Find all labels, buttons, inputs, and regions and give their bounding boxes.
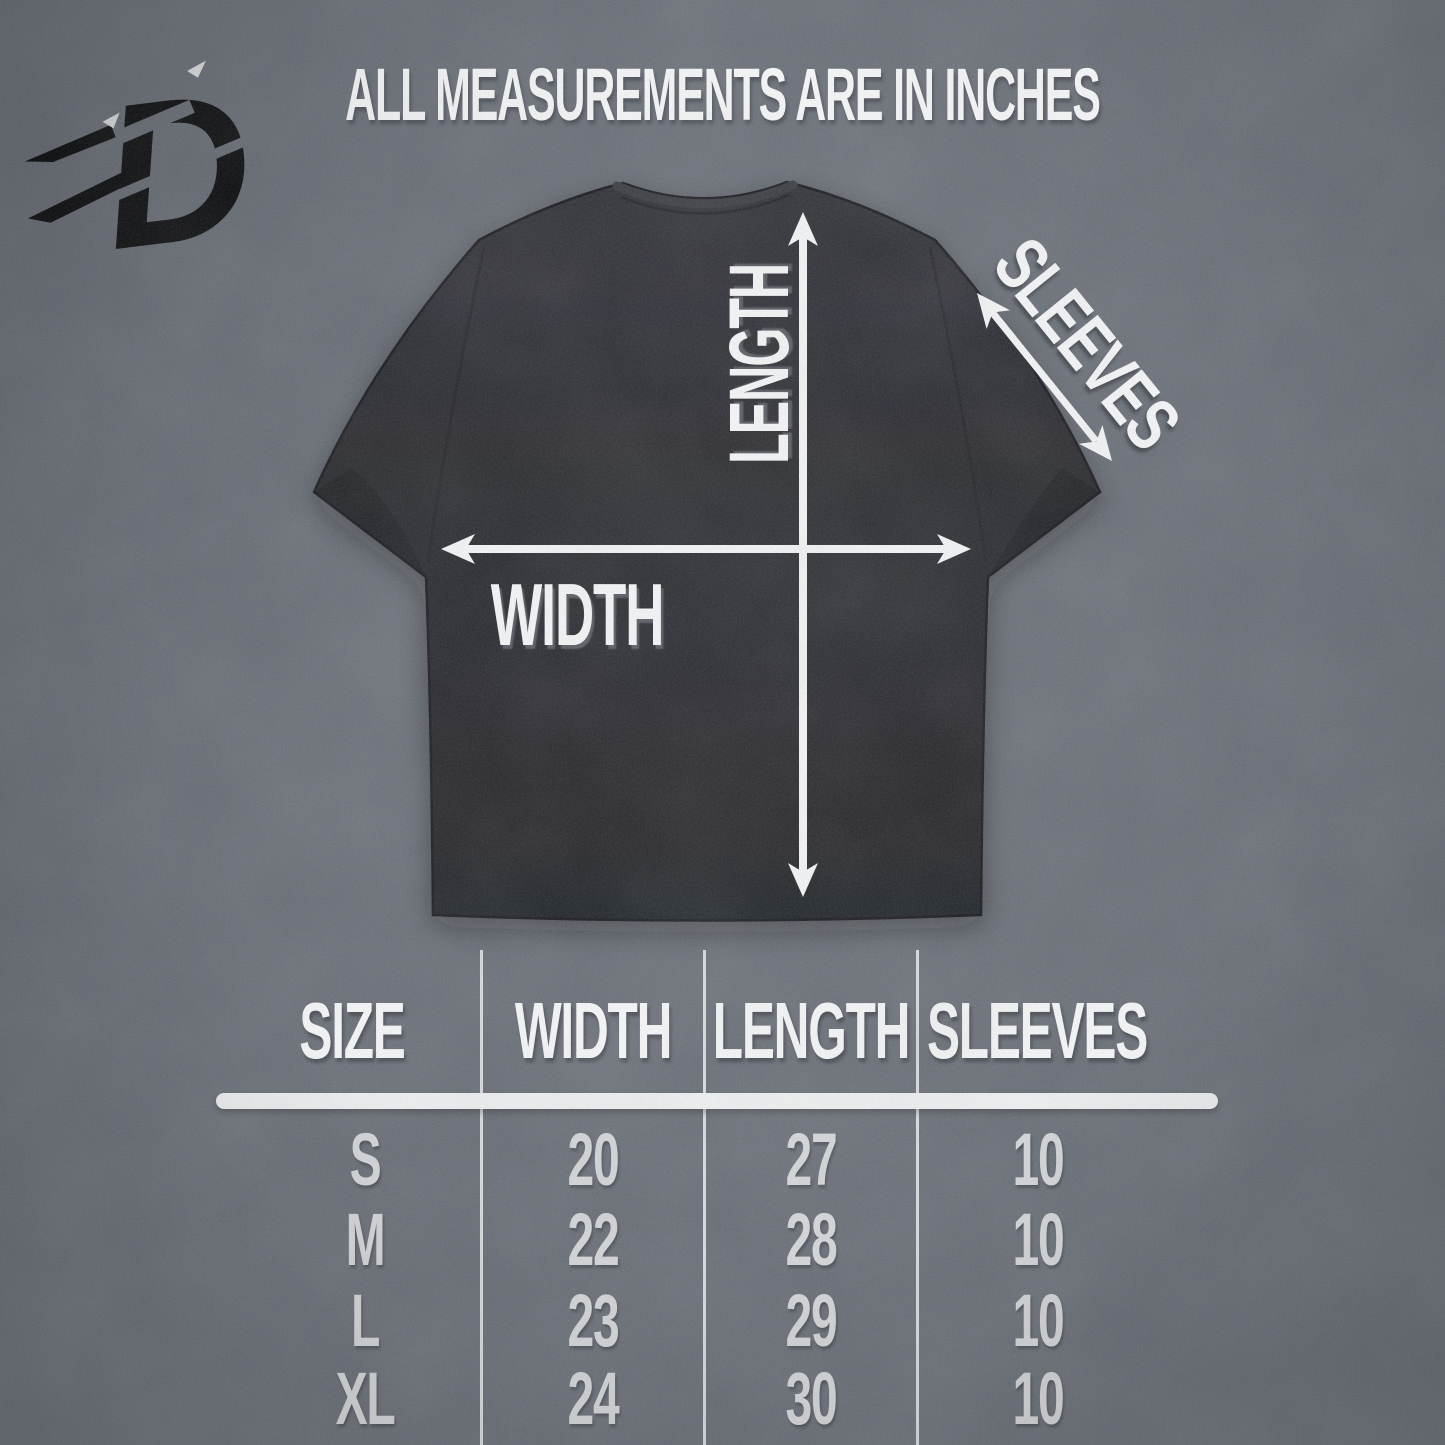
tshirt-left-sleeve-shade (314, 468, 426, 577)
row-xl-length: 30 (785, 1357, 838, 1440)
row-l-size: L (350, 1279, 380, 1362)
row-s-length: 27 (785, 1118, 838, 1201)
row-l-width: 23 (567, 1279, 620, 1362)
row-xl-size: XL (335, 1357, 396, 1440)
row-s-size: S (349, 1118, 382, 1201)
tshirt-right-seam (928, 246, 988, 563)
col-header-sleeves: SLEEVES (926, 986, 1148, 1075)
row-m-length: 28 (785, 1198, 838, 1281)
sleeves-label: SLEEVES (977, 222, 1196, 465)
row-s-width: 20 (567, 1118, 620, 1201)
tshirt-right-sleeve-shade (988, 468, 1100, 577)
row-s-sleeves: 10 (1012, 1118, 1065, 1201)
row-m-size: M (345, 1198, 386, 1281)
row-l-length: 29 (785, 1279, 838, 1362)
row-m-width: 22 (567, 1198, 620, 1281)
row-m-sleeves: 10 (1012, 1198, 1065, 1281)
width-label: WIDTH (490, 565, 665, 664)
page-title-text: ALL MEASUREMENTS ARE IN INCHES (345, 53, 1101, 136)
row-xl-sleeves: 10 (1012, 1357, 1065, 1440)
page-title: ALL MEASUREMENTS ARE IN INCHES (0, 56, 1445, 134)
header-underline (216, 1093, 1218, 1109)
row-xl-width: 24 (567, 1357, 620, 1440)
length-label: LENGTH (712, 264, 806, 464)
tshirt-left-seam (426, 246, 486, 563)
width-arrow (441, 534, 971, 564)
tshirt-body-shape (312, 180, 1102, 922)
col-header-size: SIZE (299, 986, 406, 1075)
row-l-sleeves: 10 (1012, 1279, 1065, 1362)
